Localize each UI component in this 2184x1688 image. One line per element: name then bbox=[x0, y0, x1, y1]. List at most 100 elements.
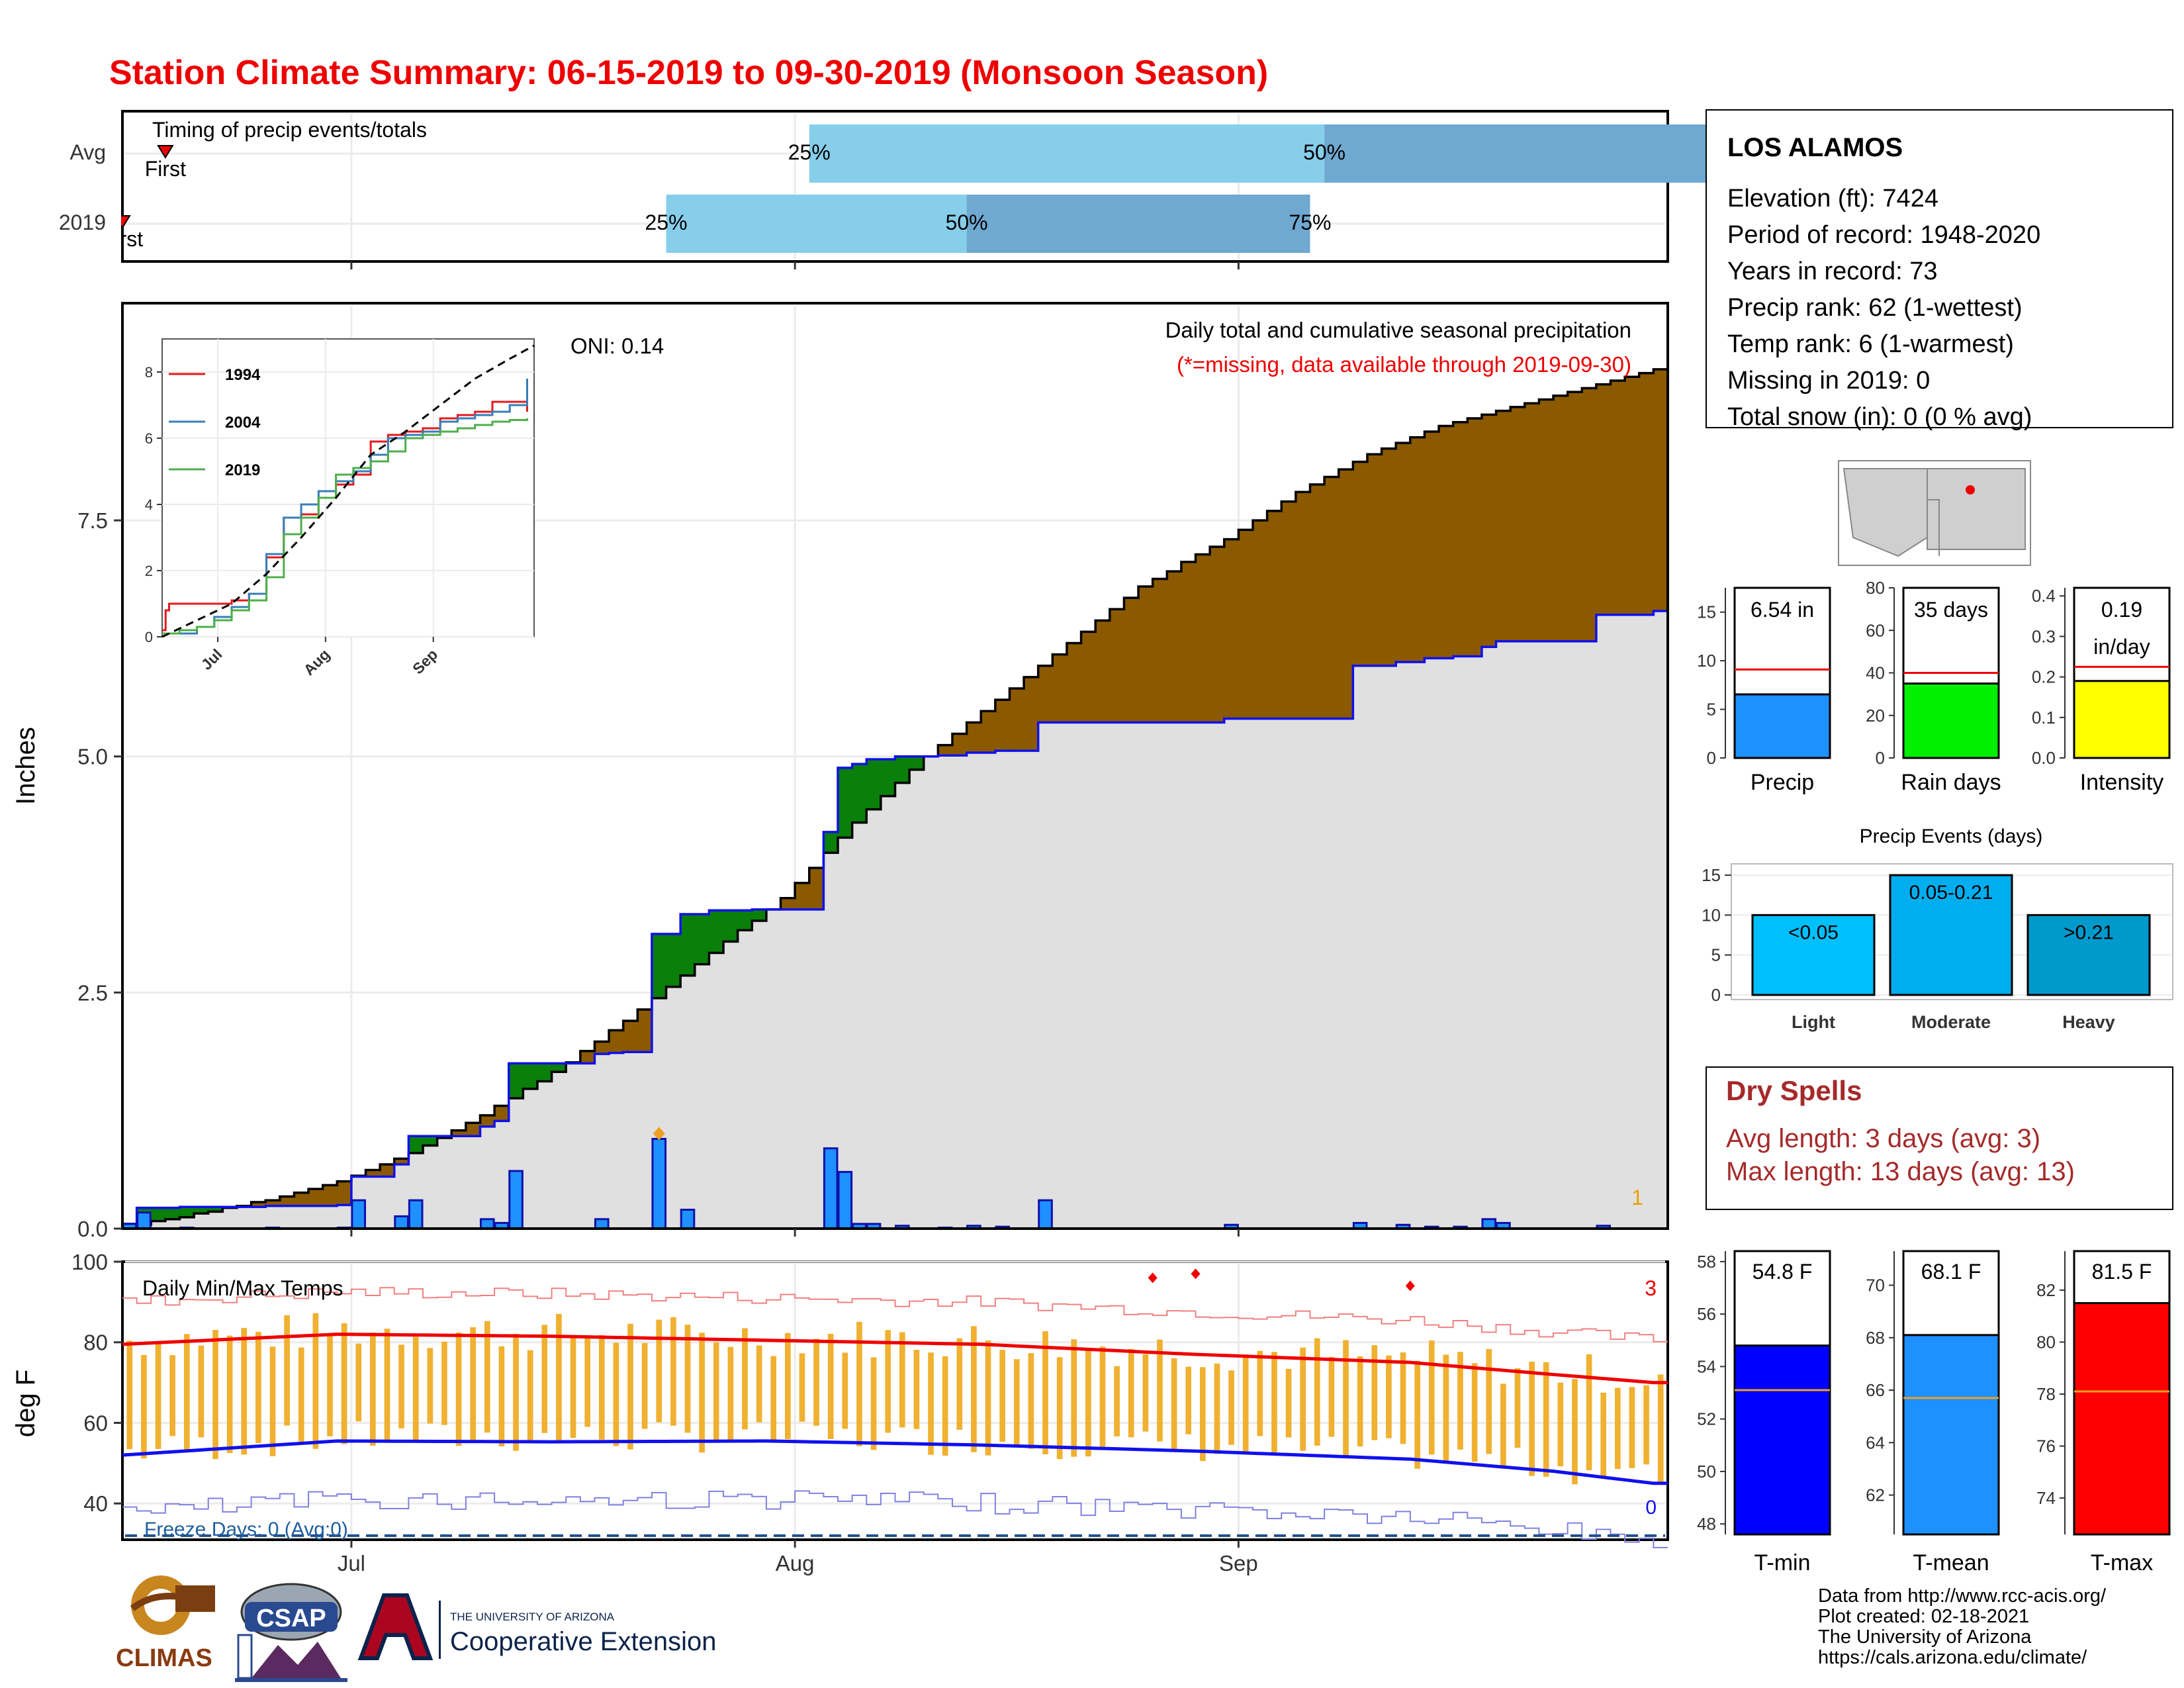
deficit-band bbox=[451, 1130, 467, 1137]
daily-temp-bar bbox=[856, 1321, 862, 1446]
daily-temp-bar bbox=[570, 1335, 576, 1438]
deficit-band bbox=[580, 1051, 595, 1064]
temp-gauge-tick-label: 50 bbox=[1697, 1462, 1716, 1481]
deficit-band bbox=[623, 1021, 638, 1053]
deficit-band bbox=[465, 1123, 481, 1137]
daily-temp-bar bbox=[1414, 1360, 1420, 1469]
deficit-band bbox=[1238, 530, 1253, 719]
footer-line: The University of Arizona bbox=[1818, 1626, 2032, 1648]
station-location-marker bbox=[1966, 485, 1975, 494]
deficit-band bbox=[1167, 571, 1182, 723]
daily-temp-bar bbox=[226, 1335, 233, 1454]
deficit-band bbox=[795, 882, 810, 910]
daily-temp-bar bbox=[1514, 1368, 1521, 1448]
daily-temp-bar bbox=[269, 1346, 276, 1456]
daily-temp-bar bbox=[1271, 1352, 1277, 1452]
gauge-label: Rain days bbox=[1901, 770, 2001, 795]
deficit-band bbox=[308, 1189, 324, 1206]
x-tick-label: Aug bbox=[776, 1551, 815, 1575]
location-map bbox=[1838, 460, 2031, 566]
daily-temp-bar bbox=[1443, 1354, 1449, 1462]
temp-gauge-tick-label: 70 bbox=[1866, 1276, 1885, 1295]
daily-temp-bar bbox=[1371, 1345, 1378, 1440]
events-y-tick-label: 15 bbox=[1702, 865, 1721, 885]
deficit-band bbox=[1009, 688, 1024, 751]
daily-temp-bar bbox=[1357, 1356, 1363, 1447]
temp-y-tick-label: 40 bbox=[83, 1491, 108, 1516]
surplus-band bbox=[895, 756, 910, 783]
daily-temp-bar bbox=[1486, 1348, 1492, 1454]
gauge-tick-label: 0.3 bbox=[2032, 626, 2056, 646]
record-high-line bbox=[122, 1287, 1668, 1342]
daily-temp-bar bbox=[870, 1357, 877, 1450]
temp-gauge-tick-label: 68 bbox=[1866, 1328, 1885, 1348]
timing-bar-25-50 bbox=[809, 124, 1325, 183]
daily-temp-bar bbox=[1071, 1339, 1077, 1457]
daily-temp-bar bbox=[1099, 1346, 1106, 1447]
temp-corner-count: 3 bbox=[1645, 1276, 1657, 1300]
deficit-band bbox=[1295, 492, 1310, 719]
precip-y-axis-label: Inches bbox=[11, 727, 40, 805]
inset-legend-label: 1994 bbox=[225, 366, 261, 384]
deficit-band bbox=[1582, 388, 1597, 641]
precip-chart-title: Daily total and cumulative seasonal prec… bbox=[1165, 318, 1631, 342]
daily-temp-bar bbox=[1629, 1387, 1635, 1468]
deficit-band bbox=[1038, 665, 1053, 723]
daily-precip-bar bbox=[394, 1215, 409, 1230]
events-category-label: Heavy bbox=[2062, 1012, 2115, 1032]
deficit-band bbox=[251, 1202, 266, 1207]
daily-temp-bar bbox=[155, 1341, 161, 1449]
surplus-band bbox=[823, 831, 839, 853]
daily-temp-bar bbox=[899, 1332, 905, 1428]
deficit-band bbox=[1453, 422, 1468, 657]
daily-temp-bar bbox=[1557, 1382, 1564, 1467]
avg-min-temp-line bbox=[122, 1439, 1668, 1485]
deficit-band bbox=[265, 1200, 281, 1206]
record-temp-marker bbox=[1191, 1268, 1201, 1280]
events-bar bbox=[2026, 914, 2151, 996]
daily-temp-bar bbox=[513, 1333, 519, 1451]
surplus-band bbox=[151, 1207, 166, 1221]
surplus-band bbox=[537, 1063, 553, 1082]
footer-line: https://cals.arizona.edu/climate/ bbox=[1818, 1647, 2087, 1668]
precip-corner-count: 1 bbox=[1631, 1186, 1643, 1209]
deficit-band bbox=[1253, 520, 1268, 719]
dry-spells-box: Dry Spells Avg length: 3 days (avg: 3) M… bbox=[1706, 1066, 2173, 1210]
surplus-band bbox=[508, 1063, 523, 1099]
timing-title: Timing of precip events/totals bbox=[152, 118, 427, 142]
daily-temp-bar bbox=[699, 1333, 705, 1453]
daily-temp-bar bbox=[684, 1325, 691, 1433]
deficit-band bbox=[966, 722, 981, 753]
deficit-band bbox=[809, 868, 824, 910]
daily-precip-bar bbox=[136, 1211, 152, 1230]
deficit-band bbox=[1267, 510, 1282, 719]
precip-y-tick-label: 2.5 bbox=[77, 980, 108, 1005]
gauge-label: Precip bbox=[1751, 770, 1814, 795]
timing-bar-25-50 bbox=[666, 195, 967, 253]
daily-temp-bar bbox=[1314, 1338, 1320, 1446]
daily-temp-bar bbox=[298, 1347, 304, 1442]
daily-temp-bar bbox=[1128, 1348, 1134, 1438]
deficit-band bbox=[1338, 469, 1353, 719]
daily-temp-bar bbox=[1400, 1352, 1406, 1444]
deficit-band bbox=[637, 1009, 653, 1053]
deficit-band bbox=[1596, 384, 1612, 615]
daily-temp-bar bbox=[799, 1353, 805, 1422]
timing-first-marker bbox=[157, 145, 174, 159]
deficit-band bbox=[1353, 461, 1368, 666]
surplus-band bbox=[723, 910, 739, 942]
record-temp-marker bbox=[1148, 1272, 1158, 1284]
temperature-gauges: 54.8 F 48 50 52 54 56 58 T-min 68.1 F 62 64 66 68 70 T… bbox=[1697, 1250, 2171, 1575]
max-daily-precip-marker bbox=[653, 1127, 665, 1141]
daily-precip-bar bbox=[594, 1218, 610, 1230]
deficit-band bbox=[1639, 373, 1654, 615]
events-bar bbox=[1751, 914, 1876, 996]
surplus-band bbox=[709, 910, 724, 953]
temp-y-tick-label: 60 bbox=[83, 1411, 108, 1435]
daily-temp-bar bbox=[484, 1321, 490, 1433]
deficit-band bbox=[1281, 501, 1297, 719]
climas-logo: CLIMAS bbox=[116, 1575, 215, 1672]
daily-temp-bar bbox=[742, 1328, 748, 1430]
deficit-band bbox=[1152, 579, 1167, 723]
deficit-band bbox=[279, 1196, 295, 1206]
